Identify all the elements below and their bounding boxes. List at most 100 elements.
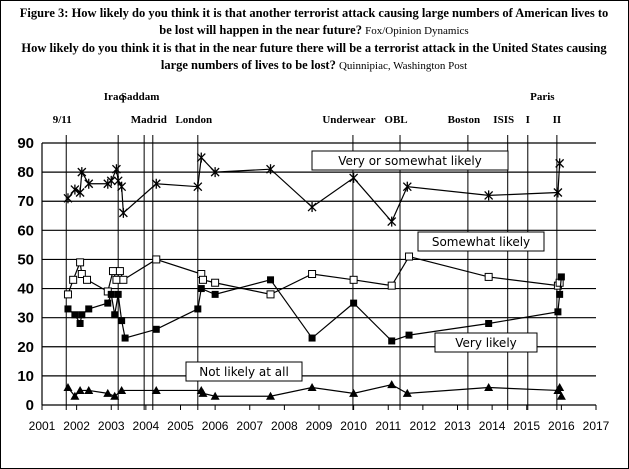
marker-star — [266, 164, 275, 175]
marker-square — [78, 311, 86, 319]
x-tick-label: 2017 — [583, 419, 610, 433]
marker-star — [387, 216, 397, 227]
marker-square — [308, 334, 316, 342]
marker-star — [75, 187, 85, 198]
marker-square — [85, 305, 93, 313]
marker-square — [111, 311, 119, 319]
event-label: OBL — [384, 114, 407, 126]
x-tick-label: 2013 — [444, 419, 471, 433]
y-tick-label: 30 — [17, 310, 34, 327]
title-line-2: large numbers of lives to be lost? — [161, 58, 339, 72]
marker-triangle — [151, 385, 161, 394]
x-tick-label: 2010 — [340, 419, 367, 433]
event-label: ISIS — [493, 114, 514, 126]
title-line-2: be lost will happen in the near future? — [159, 23, 365, 37]
event-group-label: Paris — [530, 91, 555, 103]
marker-star — [118, 207, 128, 218]
marker-open-square — [308, 270, 317, 278]
y-tick-label: 10 — [17, 368, 34, 385]
y-tick-label: 40 — [17, 281, 34, 298]
event-label: I — [526, 114, 530, 126]
x-tick-label: 2016 — [548, 419, 575, 433]
series-label: Very or somewhat likely — [338, 154, 482, 168]
x-tick-label: 2004 — [133, 419, 160, 433]
x-tick-label: 2001 — [29, 419, 56, 433]
x-tick-label: 2007 — [236, 419, 263, 433]
marker-triangle — [307, 383, 317, 392]
marker-open-square — [211, 278, 220, 287]
subtitle-source: Quinnipiac, Washington Post — [339, 60, 467, 72]
subtitle-text: How likely do you think it is that in th… — [21, 41, 607, 55]
marker-triangle — [402, 388, 412, 397]
marker-open-square — [108, 267, 117, 276]
marker-triangle — [75, 385, 85, 394]
y-tick-label: 60 — [17, 222, 34, 239]
x-tick-label: 2008 — [271, 419, 298, 433]
marker-square — [76, 319, 84, 327]
marker-triangle — [556, 391, 566, 400]
marker-star — [196, 152, 206, 163]
marker-star — [113, 175, 123, 186]
marker-open-square — [112, 275, 121, 284]
marker-triangle — [117, 385, 127, 394]
marker-triangle — [84, 385, 94, 394]
event-label: Underwear — [322, 114, 375, 126]
marker-square — [118, 317, 126, 325]
marker-triangle — [70, 391, 80, 400]
marker-square — [211, 290, 219, 298]
marker-square — [405, 331, 413, 339]
marker-star — [484, 190, 494, 201]
event-label: Boston — [448, 114, 480, 126]
marker-open-square — [69, 275, 78, 284]
marker-star — [106, 175, 116, 186]
marker-star — [553, 187, 563, 198]
marker-square — [350, 299, 358, 307]
marker-triangle — [110, 391, 120, 400]
marker-square — [557, 273, 565, 281]
x-tick-label: 2002 — [63, 419, 90, 433]
x-tick-label: 2006 — [202, 419, 229, 433]
chart-subtitle: How likely do you think it is that in th… — [21, 41, 607, 72]
marker-open-square — [349, 275, 358, 284]
event-label: Madrid — [131, 114, 167, 126]
y-tick-label: 50 — [17, 251, 34, 268]
series-label-box — [311, 150, 509, 171]
event-label: II — [553, 114, 562, 126]
x-tick-label: 2005 — [167, 419, 194, 433]
marker-triangle — [484, 383, 494, 392]
title-text: Figure 3: How likely do you think it is … — [20, 6, 609, 20]
marker-triangle — [555, 383, 565, 392]
marker-open-square — [387, 281, 396, 290]
marker-square — [267, 276, 275, 284]
marker-open-square — [266, 290, 275, 299]
marker-star — [151, 178, 161, 189]
marker-star — [63, 193, 73, 204]
series-label: Somewhat likely — [432, 235, 530, 249]
title-source: Fox/Opinion Dynamics — [365, 25, 469, 37]
x-tick-label: 2009 — [306, 419, 333, 433]
marker-square — [114, 290, 122, 298]
marker-square — [554, 308, 562, 316]
marker-square — [71, 311, 79, 319]
marker-open-square — [484, 272, 493, 281]
y-tick-label: 70 — [17, 193, 34, 210]
series-label: Very likely — [455, 336, 517, 350]
marker-triangle — [103, 388, 113, 397]
marker-star — [307, 202, 317, 213]
marker-star — [349, 172, 359, 183]
marker-triangle — [198, 388, 208, 397]
event-label: Iraq — [104, 91, 126, 103]
marker-open-square — [83, 275, 92, 284]
marker-open-square — [405, 252, 414, 261]
marker-square — [104, 299, 112, 307]
marker-open-square — [63, 290, 72, 299]
chart-title: Figure 3: How likely do you think it is … — [20, 6, 609, 37]
series-label-box — [185, 361, 303, 382]
marker-star — [555, 158, 565, 169]
marker-star — [77, 167, 87, 178]
y-tick-label: 90 — [17, 135, 34, 152]
event-label: Saddam — [121, 91, 160, 103]
marker-open-square — [199, 275, 208, 284]
marker-triangle — [349, 388, 359, 397]
